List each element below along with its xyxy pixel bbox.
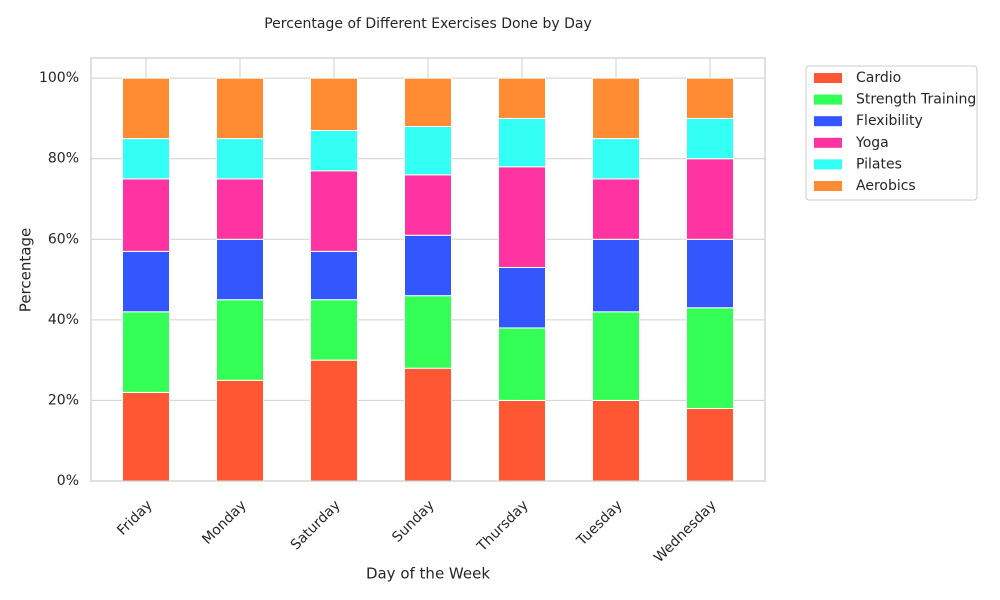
bar-segment [592, 178, 641, 240]
bar-segment [686, 307, 735, 409]
legend-swatch [814, 73, 842, 83]
bar-segment [403, 174, 453, 236]
chart-title: Percentage of Different Exercises Done b… [264, 16, 592, 32]
legend-swatch [814, 116, 842, 127]
legend-swatch [814, 181, 842, 191]
legend-label: Yoga [855, 135, 889, 151]
x-tick-label: Friday [114, 497, 155, 538]
bar-segment [121, 77, 170, 140]
legend-swatch [814, 159, 842, 170]
bar-segment [498, 117, 547, 168]
bar-segment [686, 407, 735, 482]
bar-segment [309, 299, 358, 361]
bar-segment [309, 250, 358, 301]
bar-segment [215, 299, 264, 381]
y-tick-label: 100% [39, 70, 79, 86]
y-tick-label: 80% [48, 151, 79, 167]
bar-segment [686, 238, 735, 309]
legend-swatch [814, 137, 842, 148]
bar-segment [309, 130, 358, 172]
bar-segment [686, 158, 735, 240]
bar-segment [403, 125, 453, 176]
bar-segment [121, 391, 170, 482]
legend-label: Cardio [856, 70, 901, 86]
bar-segment [592, 238, 641, 313]
legend-label: Pilates [856, 156, 902, 172]
legend-label: Strength Training [856, 92, 976, 108]
plot-frame [90, 57, 766, 482]
bar-segment [309, 77, 358, 132]
bar-segment [498, 166, 547, 268]
y-tick-label: 20% [48, 392, 79, 408]
legend: Cardio Strength Training Flexibility Yoga Pi… [805, 65, 978, 201]
bar-segment [309, 359, 358, 482]
bar-segment [592, 138, 641, 180]
y-axis-title: Percentage [17, 228, 35, 312]
x-axis-title: Day of the Week [366, 565, 490, 583]
bar-segment [403, 234, 453, 297]
bar-segment [215, 138, 264, 180]
bar-segment [686, 117, 735, 160]
bar-segment [592, 399, 641, 482]
x-tick-label: Tuesday [573, 497, 625, 549]
bar-segment [403, 367, 453, 482]
bar-segment [215, 379, 264, 482]
bar-segment [592, 311, 641, 401]
bar-segment [403, 295, 453, 369]
bar-segment [498, 77, 547, 119]
bar-segment [592, 77, 641, 140]
y-tick-label: 0% [57, 473, 79, 489]
x-tick-label: Saturday [288, 497, 344, 553]
bar-segment [309, 170, 358, 252]
x-tick-label: Wednesday [651, 497, 720, 566]
legend-label: Flexibility [856, 113, 923, 129]
bar-segment [498, 266, 547, 329]
y-tick-label: 40% [48, 312, 79, 328]
bar-segment [121, 138, 170, 180]
bar-segment [215, 238, 264, 301]
bar-segment [121, 250, 170, 313]
bar-segment [215, 77, 264, 140]
x-tick-label: Monday [199, 497, 249, 547]
bar-segment [215, 178, 264, 240]
bar-segment [121, 311, 170, 393]
bar-segment [121, 178, 170, 252]
bar-segment [403, 77, 453, 127]
legend-frame [805, 65, 978, 201]
bar-segment [498, 327, 547, 401]
legend-label: Aerobics [856, 178, 916, 194]
bar-segment [498, 399, 547, 482]
x-tick-label: Sunday [389, 497, 437, 545]
x-tick-label: Thursday [474, 497, 532, 555]
legend-swatch [814, 94, 842, 105]
y-tick-label: 60% [48, 231, 79, 247]
bar-segment [686, 77, 735, 119]
